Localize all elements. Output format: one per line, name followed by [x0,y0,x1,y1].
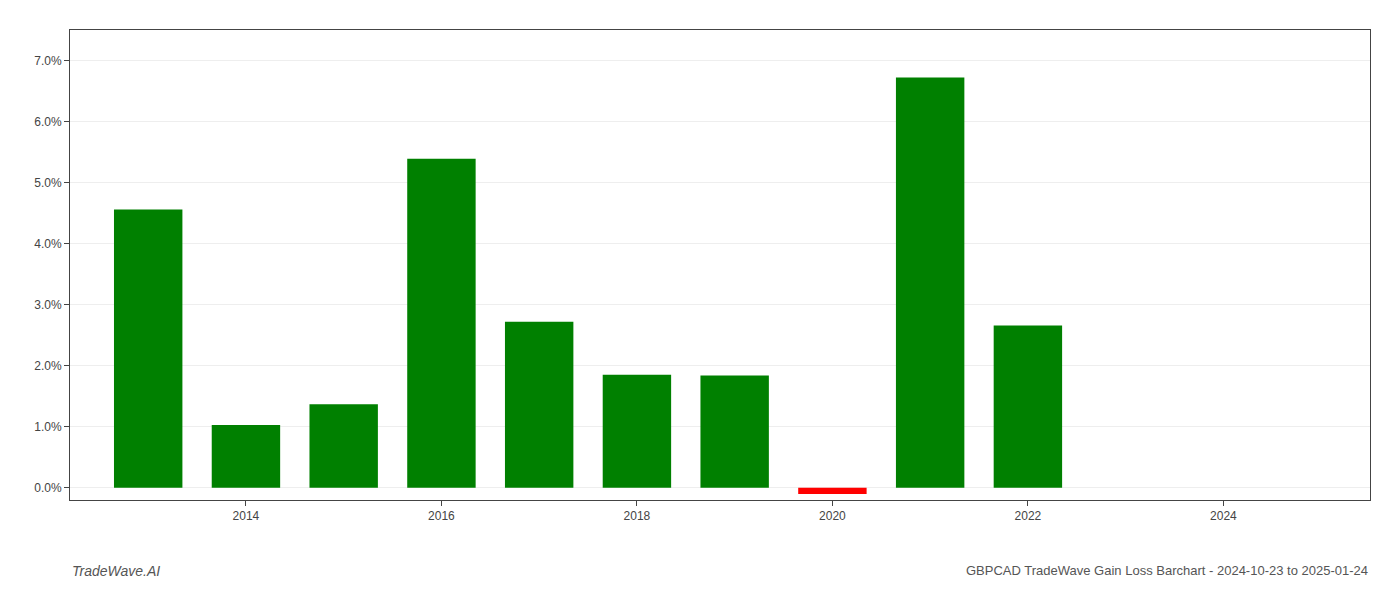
svg-text:3.0%: 3.0% [34,298,62,312]
svg-text:2014: 2014 [233,509,260,523]
svg-text:TradeWave.AI: TradeWave.AI [72,563,160,579]
svg-text:7.0%: 7.0% [34,54,62,68]
svg-text:GBPCAD TradeWave Gain Loss Bar: GBPCAD TradeWave Gain Loss Barchart - 20… [966,563,1368,578]
svg-text:2020: 2020 [819,509,846,523]
svg-text:6.0%: 6.0% [34,115,62,129]
svg-text:5.0%: 5.0% [34,176,62,190]
svg-text:2.0%: 2.0% [34,359,62,373]
svg-text:0.0%: 0.0% [34,481,62,495]
svg-text:2016: 2016 [428,509,455,523]
svg-text:2024: 2024 [1210,509,1237,523]
svg-text:1.0%: 1.0% [34,420,62,434]
svg-text:2022: 2022 [1015,509,1042,523]
svg-text:4.0%: 4.0% [34,237,62,251]
svg-text:2018: 2018 [624,509,651,523]
